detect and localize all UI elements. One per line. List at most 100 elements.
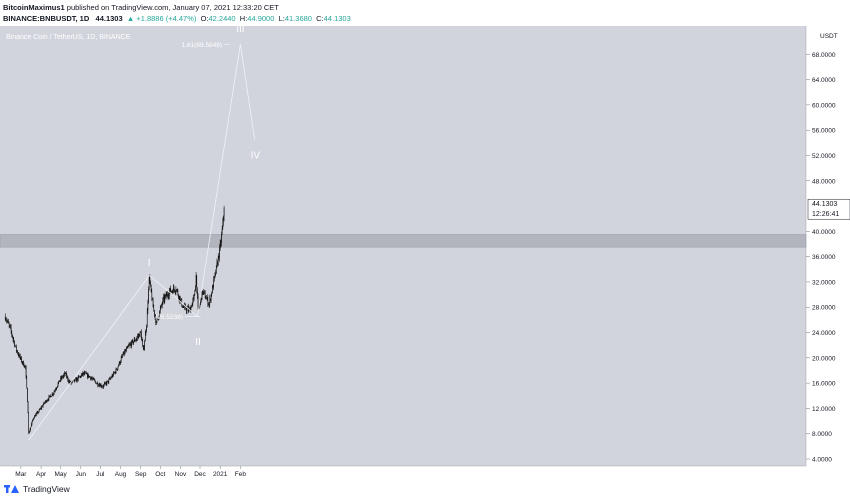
candle-body xyxy=(174,289,175,292)
candle-body xyxy=(111,375,113,378)
candle-body xyxy=(8,321,9,324)
candle-body xyxy=(202,290,203,294)
candle-body xyxy=(133,341,134,344)
candle-body xyxy=(165,294,167,297)
time-tick-label: 2021 xyxy=(213,471,228,478)
candle-body xyxy=(143,348,145,350)
price-tick-label: 24.0000 xyxy=(812,330,836,337)
ohlc-open: 42.2440 xyxy=(208,14,236,23)
price-tick-label: 36.0000 xyxy=(812,254,836,261)
candle-body xyxy=(221,234,222,244)
wave-count-line xyxy=(28,44,256,441)
time-tick-label: Jul xyxy=(96,471,105,478)
candle-body xyxy=(23,361,24,366)
candle-body xyxy=(95,381,97,384)
candle-body xyxy=(47,399,48,401)
candle-body xyxy=(86,373,87,375)
candle-body xyxy=(163,296,165,301)
candle-body xyxy=(148,289,149,304)
candle-body xyxy=(122,354,124,356)
candle-body xyxy=(210,298,211,301)
candle-body xyxy=(110,377,112,379)
candle-body xyxy=(144,341,145,349)
candle-body xyxy=(74,379,76,382)
candle-body xyxy=(66,373,67,377)
candle-body xyxy=(90,376,91,380)
candle-body xyxy=(209,298,211,304)
candle-body xyxy=(45,400,46,403)
candle-body xyxy=(136,337,138,340)
candle-body xyxy=(137,336,138,338)
candle-body xyxy=(152,299,153,300)
ohlc-low: 41.3680 xyxy=(284,14,312,23)
symbol-info: BINANCE:BNBUSDT, 1D 44.1303 ▲ +1.8886 (+… xyxy=(3,14,351,23)
time-tick-label: Nov xyxy=(175,471,187,478)
candle-body xyxy=(13,339,15,341)
candle-body xyxy=(56,387,58,389)
candle-body xyxy=(170,288,171,292)
wave-label: I xyxy=(148,258,151,269)
price-tick-label: 64.0000 xyxy=(812,77,836,84)
candle-body xyxy=(148,275,150,290)
candle-body xyxy=(67,376,69,381)
candle-body xyxy=(184,305,185,308)
candle-body xyxy=(52,393,54,395)
candle-body xyxy=(32,418,34,421)
candle-body xyxy=(214,276,215,279)
candle-body xyxy=(80,376,82,377)
candle-body xyxy=(156,318,158,321)
support-zone xyxy=(0,234,807,248)
candle-body xyxy=(27,388,28,402)
candle-body xyxy=(72,380,74,381)
candle-body xyxy=(142,341,143,346)
candle-body xyxy=(20,357,22,359)
time-tick-label: Feb xyxy=(235,471,247,478)
candle-body xyxy=(12,337,14,340)
candle-body xyxy=(175,290,177,292)
candle-body xyxy=(65,373,67,374)
price-axis[interactable] xyxy=(806,26,850,466)
candle-body xyxy=(61,376,63,379)
candle-body xyxy=(159,308,161,312)
tradingview-logo[interactable]: TradingView xyxy=(4,484,70,494)
candle-body xyxy=(58,380,59,384)
candle-body xyxy=(66,376,68,378)
candle-body xyxy=(125,350,127,352)
candle-body xyxy=(139,334,140,337)
time-axis[interactable] xyxy=(0,466,850,480)
candle-body xyxy=(60,377,61,381)
candle-body xyxy=(210,294,212,301)
ohlc-close: 44.1303 xyxy=(323,14,351,23)
candle-body xyxy=(206,297,208,299)
wave-label: III xyxy=(236,26,244,35)
candle-body xyxy=(53,393,54,395)
candle-body xyxy=(182,307,184,308)
candle-body xyxy=(207,297,209,305)
candle-body xyxy=(183,307,185,308)
candle-body xyxy=(159,311,160,317)
price-tick-label: 8.0000 xyxy=(812,431,832,438)
candle-body xyxy=(189,308,190,310)
symbol-label: BINANCE:BNBUSDT, 1D xyxy=(3,14,90,23)
candle-body xyxy=(221,228,223,235)
candle-body xyxy=(81,373,83,375)
candle-body xyxy=(117,366,119,370)
candle-body xyxy=(154,315,156,318)
candle-body xyxy=(36,413,37,415)
candle-body xyxy=(178,295,180,299)
candle-body xyxy=(120,357,122,362)
candle-body xyxy=(62,376,63,378)
candle-body xyxy=(112,375,114,377)
candle-body xyxy=(28,412,30,434)
candle-body xyxy=(122,355,123,357)
candle-body xyxy=(195,285,196,292)
candle-body xyxy=(120,361,121,364)
candle-body xyxy=(19,355,20,357)
candle-body xyxy=(53,391,55,394)
candle-body xyxy=(205,298,207,300)
candle-body xyxy=(123,351,125,355)
candle-body xyxy=(128,346,129,347)
publisher-name[interactable]: BitcoinMaximus1 xyxy=(3,3,65,12)
candle-body xyxy=(6,320,8,322)
